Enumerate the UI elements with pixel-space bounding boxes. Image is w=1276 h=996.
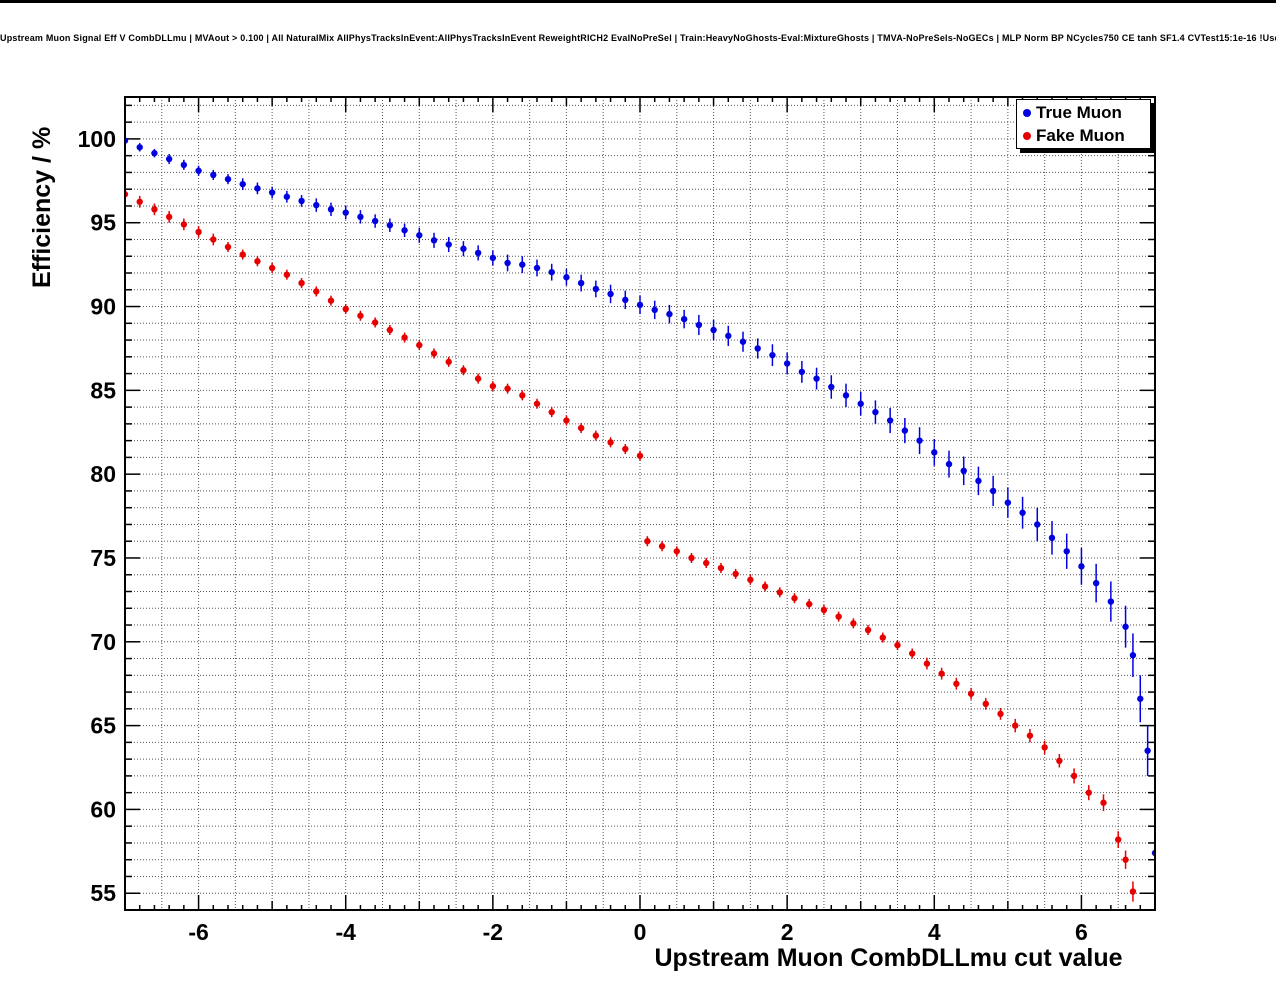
grid (125, 97, 1155, 910)
window-top-border (0, 0, 1276, 3)
legend-label-fake-muon: Fake Muon (1036, 125, 1125, 145)
y-tick-label: 65 (90, 713, 116, 739)
y-tick-label: 100 (78, 126, 116, 152)
x-tick-label: 0 (634, 919, 647, 945)
legend-entry-true-muon: True Muon (1017, 101, 1150, 124)
y-tick-label: 60 (90, 796, 116, 822)
x-tick-label: -4 (335, 919, 356, 945)
y-tick-labels: 55 60 65 70 75 80 85 90 95 100 (78, 126, 117, 906)
fake-muon-marker-icon (1023, 131, 1031, 140)
y-tick-label: 75 (90, 545, 116, 571)
x-tick-label: 2 (781, 919, 794, 945)
y-tick-label: 55 (90, 880, 116, 906)
x-tick-label: -2 (483, 919, 503, 945)
y-tick-label: 80 (90, 461, 116, 487)
y-tick-label: 85 (90, 377, 116, 403)
x-tick-label: 6 (1075, 919, 1088, 945)
x-axis-title: Upstream Muon CombDLLmu cut value (654, 944, 1123, 972)
x-tick-labels: -6 -4 -2 0 2 4 6 (188, 919, 1087, 945)
series-fake-muon (125, 188, 1137, 902)
plot-frame (124, 96, 1156, 911)
y-tick-label: 90 (90, 294, 116, 320)
y-tick-label: 95 (90, 210, 116, 236)
true-muon-marker-icon (1023, 108, 1031, 117)
x-tick-label: -6 (188, 919, 208, 945)
legend-label-true-muon: True Muon (1036, 102, 1122, 122)
series-true-muon (125, 137, 1155, 880)
legend: True Muon Fake Muon (1016, 99, 1151, 149)
legend-entry-fake-muon: Fake Muon (1017, 124, 1150, 147)
plot-title: Upstream Muon Signal Eff V CombDLLmu | M… (0, 33, 1276, 43)
y-tick-label: 70 (90, 629, 116, 655)
x-tick-label: 4 (928, 919, 941, 945)
plot-area (125, 97, 1155, 910)
y-axis-title: Efficiency / % (28, 126, 56, 288)
